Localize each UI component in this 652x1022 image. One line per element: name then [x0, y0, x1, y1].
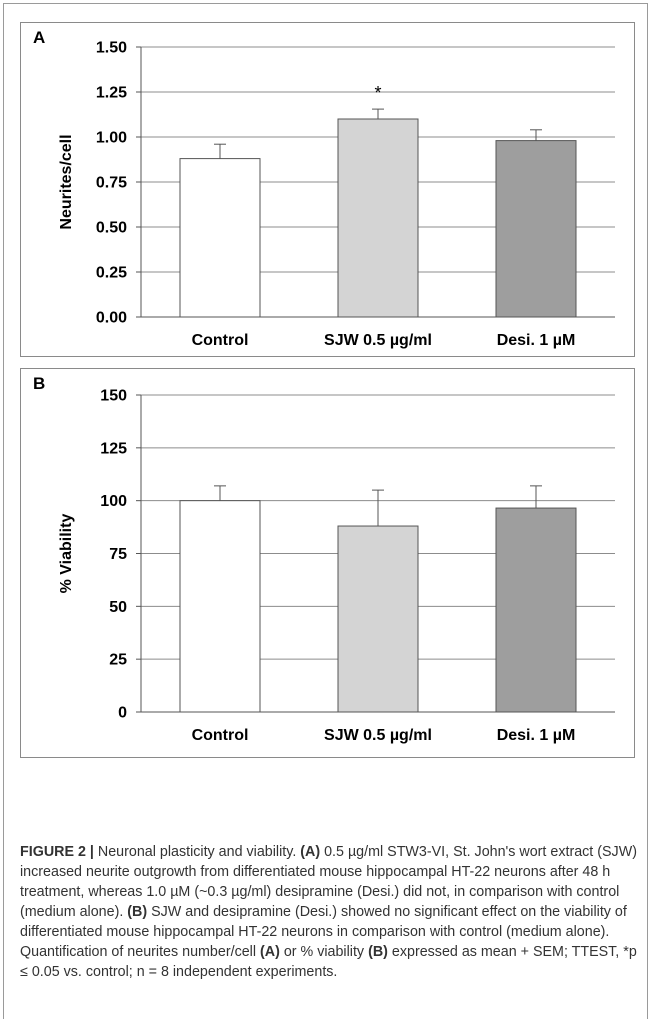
caption-b-ref: (B): [368, 944, 388, 960]
x-tick-label: Control: [192, 727, 249, 744]
y-tick-label: 0.25: [96, 265, 127, 282]
bar: [337, 525, 419, 713]
figure-caption: FIGURE 2 | Neuronal plasticity and viabi…: [20, 842, 640, 982]
y-tick-label: 1.50: [96, 40, 127, 57]
panel-label: B: [33, 374, 45, 393]
page-border: [3, 3, 648, 1019]
y-tick-label: 150: [100, 388, 127, 405]
y-tick-label: 0.50: [96, 220, 127, 237]
y-tick-label: 0.75: [96, 175, 127, 192]
x-tick-label: Control: [192, 332, 249, 349]
chart-b-svg: B 0 25 50 75 100 125 150 % Viability Control SJW 0…: [33, 374, 615, 744]
caption-title: Neuronal plasticity and viability.: [93, 844, 301, 860]
caption-a-label: (A): [300, 844, 321, 860]
y-tick-label: 0.00: [96, 310, 127, 327]
bar: [179, 500, 261, 713]
x-tick-label: Desi. 1 µM: [497, 332, 576, 349]
y-axis-label: Neurites/cell: [58, 134, 75, 229]
chart-a-svg: A 0.00 0.25 0.50 0.75 1.00 1.25 1.50 Neurites/ce…: [33, 28, 615, 349]
y-tick-label: 0: [118, 705, 127, 722]
y-tick-label: 100: [100, 493, 127, 510]
bar: [337, 118, 419, 318]
bar: [179, 158, 261, 318]
caption-b-text: SJW and desipramine (Desi.) showed no si…: [20, 904, 627, 960]
bar: [495, 140, 577, 318]
caption-end-text: expressed as mean + SEM; TTEST, *p ≤ 0.0…: [20, 944, 637, 980]
caption-a-ref: (A): [260, 944, 280, 960]
panel-label: A: [33, 28, 45, 47]
y-tick-label: 1.25: [96, 85, 127, 102]
significance-marker: *: [374, 83, 381, 103]
caption-b-label: (B): [127, 904, 148, 920]
caption-a-text: 0.5 µg/ml STW3-VI, St. John's wort extra…: [20, 844, 637, 920]
x-tick-label: SJW 0.5 µg/ml: [324, 727, 432, 744]
x-tick-label: SJW 0.5 µg/ml: [324, 332, 432, 349]
x-tick-label: Desi. 1 µM: [497, 727, 576, 744]
bar: [495, 507, 577, 713]
y-tick-label: 25: [109, 652, 127, 669]
caption-figure-label: FIGURE 2 |: [20, 844, 94, 860]
y-tick-label: 125: [100, 440, 127, 457]
y-tick-label: 50: [109, 599, 127, 616]
page-border-left: [3, 3, 4, 1019]
y-tick-label: 1.00: [96, 130, 127, 147]
y-tick-label: 75: [109, 546, 127, 563]
caption-mid-text: or % viability: [279, 944, 369, 960]
panel-b: B 0 25 50 75 100 125 150 % Viability Control SJW 0…: [20, 368, 635, 758]
panel-a: A 0.00 0.25 0.50 0.75 1.00 1.25 1.50 Neurites/ce…: [20, 22, 635, 357]
y-axis-label: % Viability: [58, 514, 75, 594]
